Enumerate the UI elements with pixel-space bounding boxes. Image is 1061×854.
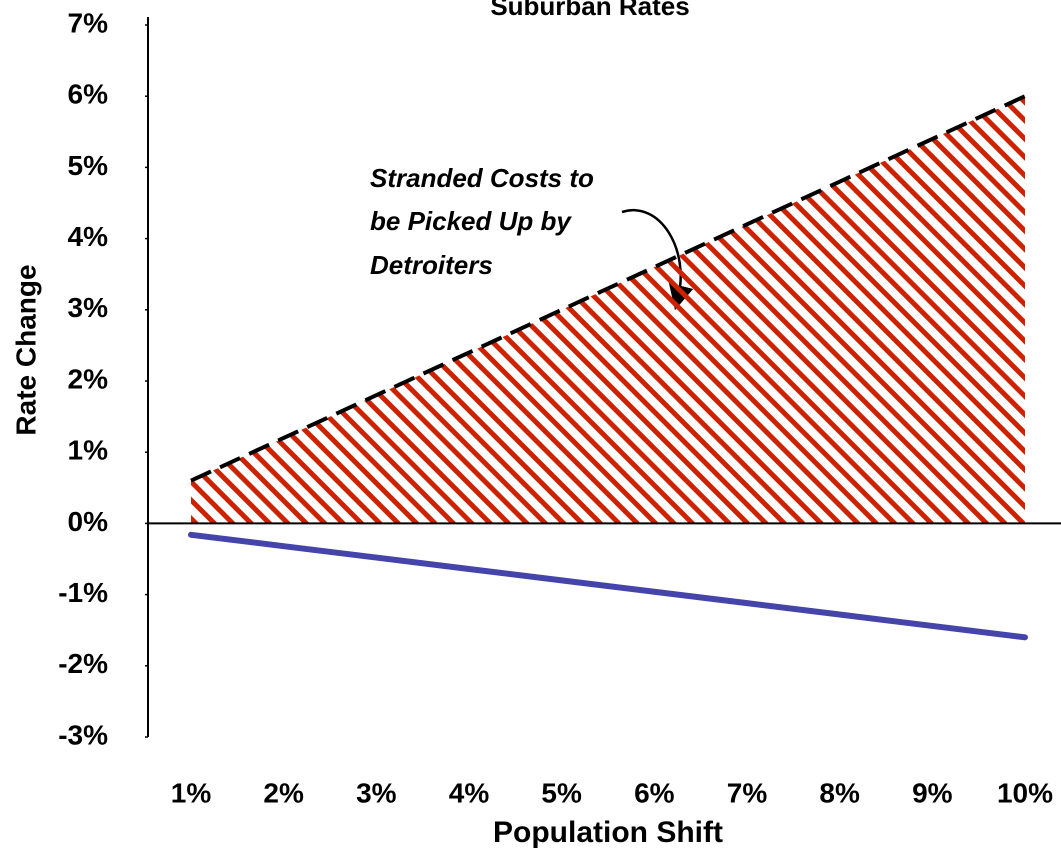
x-tick-label: 10% [997,777,1053,808]
x-tick-label: 9% [912,777,953,808]
y-tick-label: -2% [58,648,108,679]
x-tick-label: 4% [449,777,490,808]
chart-title: Suburban Rates [490,0,689,21]
hatched-area [191,96,1025,524]
series-line [188,531,1028,641]
x-tick-label: 3% [356,777,397,808]
y-tick-label: -3% [58,719,108,750]
y-tick-label: 2% [68,363,109,394]
y-tick-label: 3% [68,292,109,323]
x-tick-label: 5% [541,777,582,808]
y-tick-label: 7% [68,7,109,38]
annotation-line: be Picked Up by [370,206,572,236]
x-tick-label: 1% [171,777,212,808]
x-axis-label: Population Shift [493,816,723,849]
y-tick-label: 5% [68,150,109,181]
series-line [190,94,1026,483]
y-axis-label: Rate Change [10,264,41,435]
y-tick-label: 1% [68,435,109,466]
y-tick-label: 0% [68,506,109,537]
x-tick-label: 2% [263,777,304,808]
y-tick-label: 4% [68,221,109,252]
x-tick-label: 8% [819,777,860,808]
annotation: Stranded Costs to be Picked Up by Detroi… [370,163,594,280]
x-tick-label: 6% [634,777,675,808]
y-tick-label: 6% [68,79,109,110]
annotation-line: Detroiters [370,250,493,280]
y-tick-label: -1% [58,577,108,608]
x-tick-label: 7% [727,777,768,808]
annotation-line: Stranded Costs to [370,163,594,193]
